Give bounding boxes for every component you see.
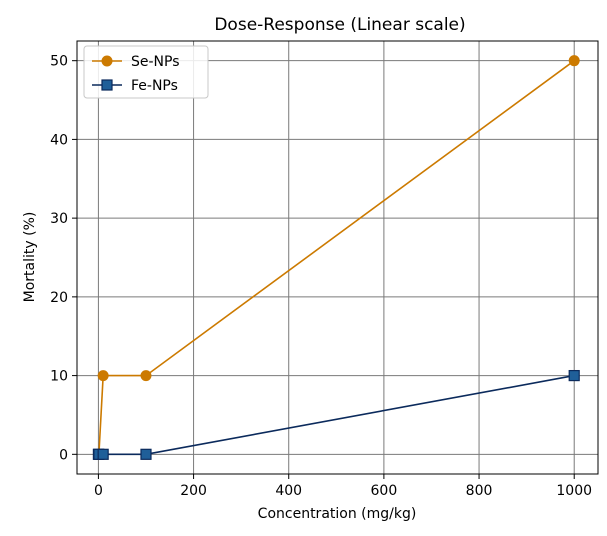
data-point — [140, 370, 152, 382]
x-axis-label: Concentration (mg/kg) — [258, 506, 417, 522]
y-tick-label: 10 — [50, 369, 68, 385]
y-axis-label: Mortality (%) — [22, 212, 38, 303]
y-tick-label: 40 — [50, 132, 68, 148]
x-tick-label: 0 — [94, 483, 103, 499]
x-tick-label: 800 — [466, 483, 493, 499]
y-tick-label: 30 — [50, 211, 68, 227]
data-point — [568, 369, 580, 382]
data-point — [97, 448, 109, 460]
series-layer — [92, 55, 580, 460]
plot-frame — [76, 40, 599, 475]
axis-ticks: 0 200 400 600 800 1000 0 10 20 30 40 50 — [50, 54, 592, 499]
legend: Se-NPs Fe-NPs — [83, 45, 209, 99]
y-tick-label: 0 — [59, 447, 68, 463]
data-point — [568, 55, 580, 67]
series-se-nps — [92, 55, 580, 460]
chart-title: Dose-Response (Linear scale) — [214, 15, 465, 35]
series-fe-nps — [92, 369, 580, 460]
y-tick-label: 20 — [50, 290, 68, 306]
legend-item: Fe-NPs — [92, 78, 178, 94]
y-tick-label: 50 — [50, 54, 68, 70]
series-line — [98, 60, 575, 456]
legend-label: Se-NPs — [131, 54, 180, 70]
legend-marker — [101, 55, 113, 67]
x-tick-label: 1000 — [556, 483, 592, 499]
data-point — [140, 448, 152, 460]
x-tick-label: 400 — [275, 483, 302, 499]
grid — [77, 41, 598, 474]
x-tick-label: 200 — [180, 483, 207, 499]
x-tick-label: 600 — [371, 483, 398, 499]
legend-label: Fe-NPs — [131, 78, 178, 94]
legend-item: Se-NPs — [92, 54, 180, 70]
series-line — [98, 374, 575, 456]
legend-marker — [101, 79, 113, 91]
data-point — [97, 370, 109, 382]
